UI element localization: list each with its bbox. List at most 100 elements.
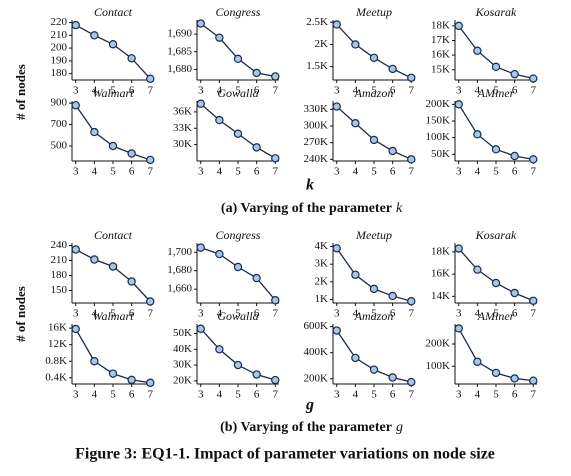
chart-title: Gowalla — [217, 309, 258, 323]
marker — [127, 149, 136, 158]
marker — [146, 378, 155, 387]
marker — [491, 145, 501, 154]
x-tick-label: 4 — [353, 308, 359, 320]
marker — [196, 243, 205, 252]
y-tick-label: 500 — [51, 140, 68, 152]
y-tick-label: 210 — [51, 254, 68, 266]
marker — [529, 74, 538, 83]
x-tick-label: 5 — [371, 389, 377, 401]
marker — [252, 273, 261, 283]
x-tick-label: 3 — [334, 389, 340, 401]
x-tick-label: 4 — [353, 166, 359, 178]
line — [200, 23, 276, 78]
y-axis-label: # of nodes — [13, 286, 28, 342]
marker — [215, 115, 224, 125]
y-tick-label: 40K — [173, 343, 192, 355]
line — [336, 330, 412, 383]
marker — [529, 155, 538, 164]
subcaption-param: k — [396, 201, 403, 216]
marker — [491, 278, 501, 288]
marker — [252, 370, 261, 379]
line — [75, 24, 151, 80]
line — [75, 104, 151, 161]
marker — [233, 54, 243, 64]
x-tick-label: 6 — [512, 389, 518, 401]
x-tick-label: 7 — [409, 308, 415, 320]
x-tick-label: 4 — [92, 166, 98, 178]
marker — [351, 40, 360, 49]
marker — [252, 68, 261, 78]
x-tick-label: 4 — [475, 308, 481, 320]
x-tick-label: 7 — [531, 166, 537, 178]
y-tick-label: 30K — [173, 359, 192, 371]
marker — [271, 375, 280, 385]
marker — [332, 326, 341, 335]
marker — [407, 73, 416, 82]
y-tick-label: 600K — [304, 320, 329, 332]
x-tick-label: 3 — [198, 389, 204, 401]
x-tick-label: 3 — [198, 85, 204, 97]
y-tick-label: 100K — [426, 131, 451, 143]
y-tick-label: 400K — [304, 346, 329, 358]
figure-caption: Figure 3: EQ1-1. Impact of parameter var… — [75, 446, 495, 463]
x-tick-label: 4 — [353, 389, 359, 401]
x-tick-label: 5 — [371, 85, 377, 97]
y-tick-label: 270K — [304, 136, 329, 148]
marker — [271, 154, 280, 163]
y-tick-label: 1,690 — [167, 28, 192, 40]
y-tick-label: 200K — [304, 372, 329, 384]
y-tick-label: 3K — [315, 258, 329, 270]
marker — [351, 353, 360, 363]
line — [336, 24, 412, 79]
y-tick-label: 240 — [51, 239, 68, 251]
y-tick-label: 15K — [431, 63, 450, 75]
x-tick-label: 7 — [148, 389, 154, 401]
y-tick-label: 12K — [48, 338, 67, 350]
x-tick-label: 4 — [217, 308, 223, 320]
y-tick-label: 16K — [48, 322, 67, 334]
marker — [388, 64, 397, 74]
marker — [90, 255, 99, 264]
x-tick-label: 5 — [371, 308, 377, 320]
x-tick-label: 3 — [198, 308, 204, 320]
marker — [473, 357, 482, 366]
y-tick-label: 180 — [51, 67, 68, 79]
marker — [491, 368, 501, 378]
y-tick-label: 2K — [315, 38, 329, 50]
marker — [491, 62, 501, 72]
x-tick-label: 6 — [390, 389, 396, 401]
x-tick-label: 3 — [334, 308, 340, 320]
marker — [473, 265, 482, 274]
chart-title: Contact — [94, 5, 133, 19]
marker — [369, 284, 379, 294]
x-tick-label: 7 — [531, 85, 537, 97]
line — [200, 328, 276, 381]
line — [336, 247, 412, 302]
y-tick-label: 1.5K — [306, 60, 328, 72]
x-tick-label: 4 — [92, 308, 98, 320]
x-tick-label: 3 — [456, 389, 462, 401]
marker — [271, 72, 280, 81]
marker — [196, 324, 205, 333]
marker — [71, 20, 80, 30]
marker — [233, 360, 243, 370]
marker — [108, 40, 118, 49]
marker — [407, 297, 416, 306]
marker — [146, 155, 155, 165]
marker — [146, 297, 155, 306]
y-tick-label: 1,680 — [167, 63, 192, 75]
y-tick-label: 300K — [304, 120, 329, 132]
y-tick-label: 200K — [426, 98, 451, 110]
x-tick-label: 4 — [475, 166, 481, 178]
marker — [473, 130, 482, 139]
x-tick-label: 4 — [217, 85, 223, 97]
marker — [127, 277, 136, 286]
x-tick-label: 6 — [390, 166, 396, 178]
chart-title: Gowalla — [217, 86, 258, 100]
x-tick-label: 7 — [148, 166, 154, 178]
y-tick-label: 0.8K — [45, 355, 67, 367]
chart-title: Congress — [216, 5, 261, 19]
y-tick-label: 1K — [315, 293, 329, 305]
y-tick-label: 150 — [51, 284, 68, 296]
